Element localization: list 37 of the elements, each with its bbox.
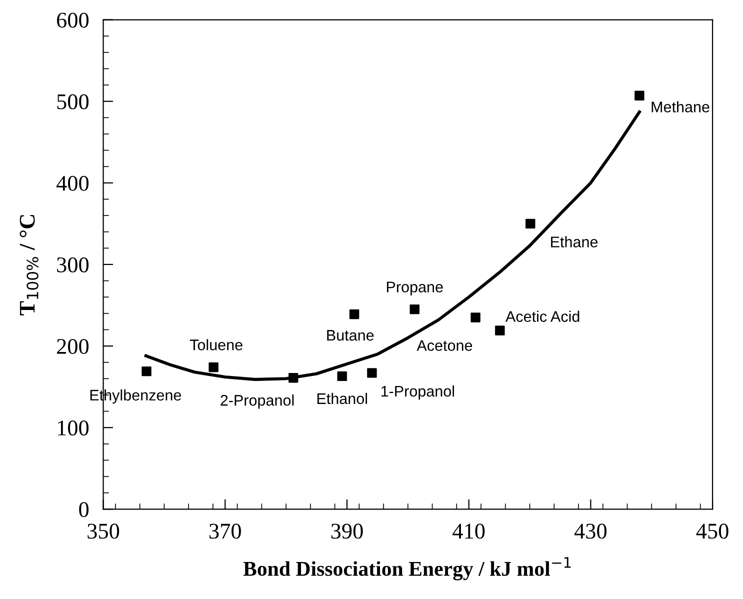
point	[634, 90, 644, 100]
annotation: Ethanol	[317, 392, 367, 404]
point	[495, 326, 505, 336]
line-series	[144, 110, 641, 381]
y-tick-label: 0	[79, 502, 89, 518]
annotation: Acetic Acid	[505, 310, 580, 322]
x-tick-label: 350	[88, 524, 120, 539]
annotation: 1-Propanol	[381, 385, 454, 400]
annotation: Butane	[327, 330, 374, 341]
y-tick-label: 600	[57, 12, 89, 28]
y-tick-label: 300	[57, 257, 89, 272]
y-tick-label: 100	[58, 420, 89, 436]
x-tick-label: 410	[452, 524, 485, 539]
x-tick-label: 430	[574, 524, 607, 539]
point	[288, 372, 298, 383]
annotation: Acetone	[416, 340, 472, 351]
y-tick-label: 200	[57, 338, 89, 354]
annotation: Toluene	[190, 339, 242, 350]
x-tick-label: 370	[210, 524, 241, 539]
point	[470, 312, 480, 322]
x-axis-title: Bond Dissociation Energy / kJ mol$^{−1}$	[243, 557, 571, 580]
x-tick-label: 450	[696, 524, 728, 539]
point	[208, 362, 218, 372]
point	[349, 309, 360, 320]
y-axis-title: T$_{100%}$ / °C	[20, 215, 38, 316]
point	[367, 368, 377, 378]
point	[526, 218, 536, 229]
point	[337, 371, 347, 382]
y-tick-label: 400	[56, 176, 89, 191]
point	[410, 304, 420, 314]
annotation: Propane	[386, 282, 443, 296]
x-tick-label: 390	[331, 524, 363, 539]
annotation: Ethane	[551, 236, 598, 248]
y-tick-label: 500	[57, 94, 89, 110]
annotation: Methane	[652, 101, 710, 112]
point	[142, 366, 152, 376]
annotation: 2-Propanol	[220, 394, 294, 409]
